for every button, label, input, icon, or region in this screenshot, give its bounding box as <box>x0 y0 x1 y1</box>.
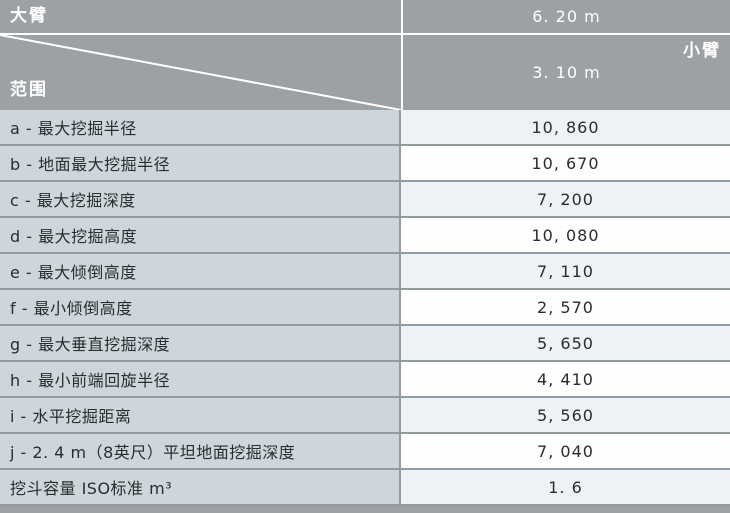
header-horizontal-rule <box>0 33 730 35</box>
boom-value: 6. 20 m <box>532 7 601 26</box>
row-value: 10, 860 <box>401 110 730 144</box>
row-label: f - 最小倾倒高度 <box>0 290 401 324</box>
table-body: a - 最大挖掘半径 10, 860 b - 地面最大挖掘半径 10, 670 … <box>0 110 730 506</box>
table-row: a - 最大挖掘半径 10, 860 <box>0 110 730 146</box>
table-bottom-border <box>0 506 730 513</box>
row-value: 2, 570 <box>401 290 730 324</box>
table-row: c - 最大挖掘深度 7, 200 <box>0 182 730 218</box>
boom-label: 大臂 <box>10 6 48 26</box>
row-label: a - 最大挖掘半径 <box>0 110 401 144</box>
row-value: 4, 410 <box>401 362 730 396</box>
diagonal-divider <box>0 35 401 110</box>
row-value: 10, 670 <box>401 146 730 180</box>
table-row: d - 最大挖掘高度 10, 080 <box>0 218 730 254</box>
table-row: e - 最大倾倒高度 7, 110 <box>0 254 730 290</box>
row-value: 7, 040 <box>401 434 730 468</box>
table-row: j - 2. 4 m（8英尺）平坦地面挖掘深度 7, 040 <box>0 434 730 470</box>
row-label: e - 最大倾倒高度 <box>0 254 401 288</box>
row-label: c - 最大挖掘深度 <box>0 182 401 216</box>
table-row: f - 最小倾倒高度 2, 570 <box>0 290 730 326</box>
row-label: b - 地面最大挖掘半径 <box>0 146 401 180</box>
row-value: 1. 6 <box>401 470 730 504</box>
row-value: 7, 200 <box>401 182 730 216</box>
row-value: 7, 110 <box>401 254 730 288</box>
arm-label: 小臂 <box>683 41 721 61</box>
row-label: j - 2. 4 m（8英尺）平坦地面挖掘深度 <box>0 434 401 468</box>
range-label: 范围 <box>10 80 48 100</box>
arm-value: 3. 10 m <box>532 63 601 82</box>
row-label: i - 水平挖掘距离 <box>0 398 401 432</box>
row-label: g - 最大垂直挖掘深度 <box>0 326 401 360</box>
table-row: h - 最小前端回旋半径 4, 410 <box>0 362 730 398</box>
row-value: 5, 650 <box>401 326 730 360</box>
row-label: d - 最大挖掘高度 <box>0 218 401 252</box>
row-label: h - 最小前端回旋半径 <box>0 362 401 396</box>
table-row: g - 最大垂直挖掘深度 5, 650 <box>0 326 730 362</box>
header-column-divider <box>401 0 403 110</box>
row-value: 5, 560 <box>401 398 730 432</box>
table-row: b - 地面最大挖掘半径 10, 670 <box>0 146 730 182</box>
row-value: 10, 080 <box>401 218 730 252</box>
table-header: 大臂 小臂 范围 6. 20 m 3. 10 m <box>0 0 730 110</box>
table-row: i - 水平挖掘距离 5, 560 <box>0 398 730 434</box>
table-row: 挖斗容量 ISO标准 m³ 1. 6 <box>0 470 730 506</box>
row-label: 挖斗容量 ISO标准 m³ <box>0 470 401 504</box>
